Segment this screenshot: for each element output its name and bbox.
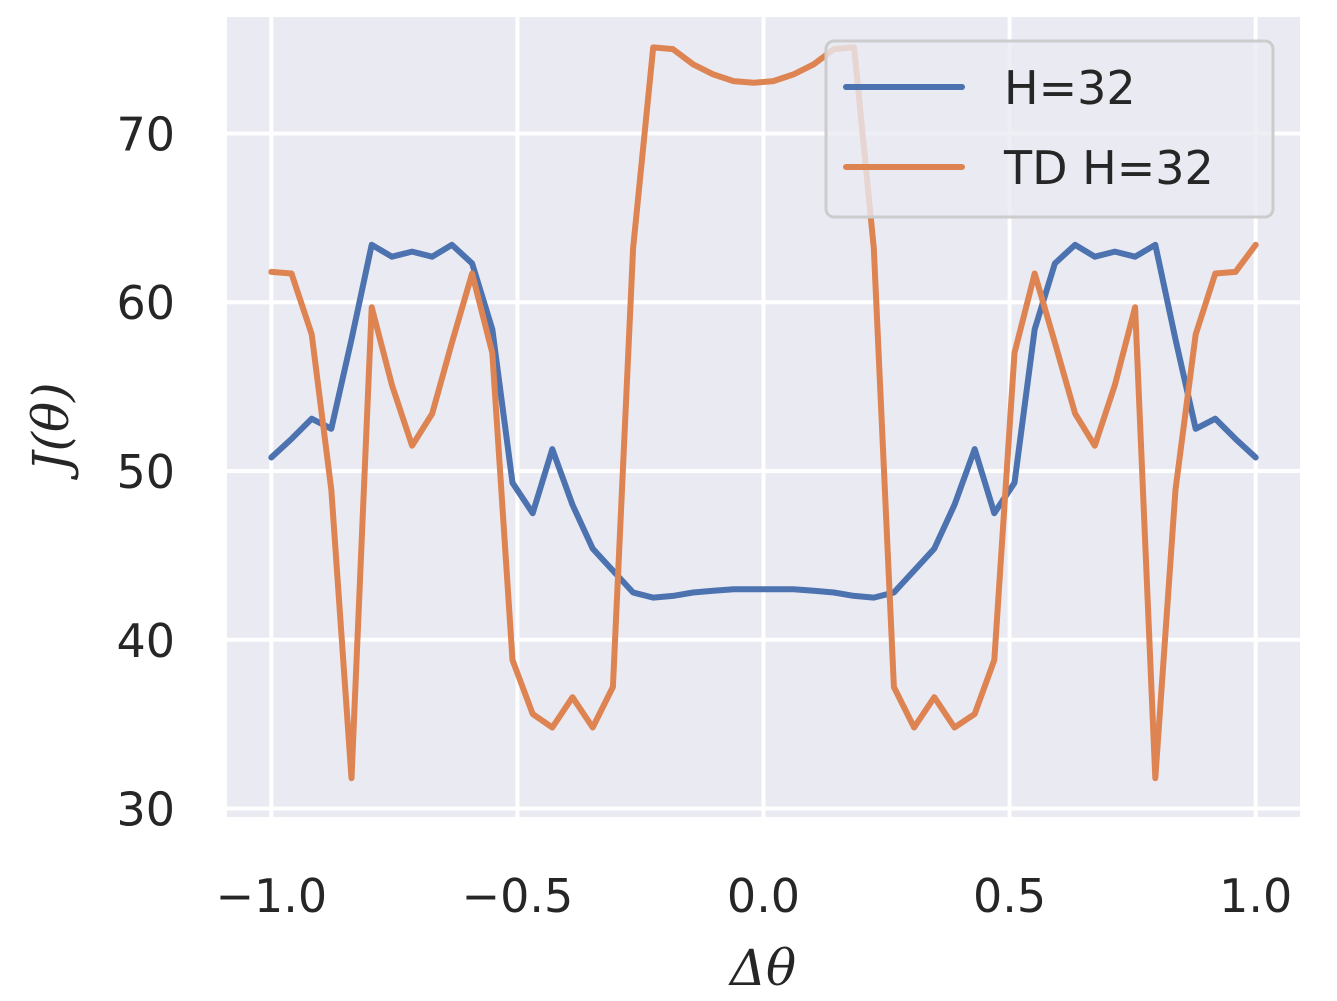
- y-tick-label: 30: [116, 783, 175, 837]
- series-line-h32: [268, 241, 1259, 601]
- y-tick-label: 40: [116, 614, 175, 668]
- x-tick-label: −1.0: [215, 869, 327, 923]
- x-axis-label: Δθ: [728, 939, 796, 997]
- x-tick-label: 0.5: [973, 869, 1046, 923]
- y-tick-label: 70: [116, 107, 175, 161]
- series-layer: [268, 44, 1259, 782]
- x-tick-label: 1.0: [1219, 869, 1292, 923]
- y-tick-label: 50: [116, 445, 175, 499]
- y-tick-label: 60: [116, 276, 175, 330]
- tick-labels: −1.0 −0.5 0.0 0.5 1.0 30 40 50 60 70: [116, 107, 1292, 923]
- x-tick-label: −0.5: [462, 869, 574, 923]
- legend-label-h32: H=32: [1004, 61, 1136, 115]
- legend-label-td-h32: TD H=32: [1003, 141, 1214, 195]
- series-line-td-h32: [268, 44, 1259, 782]
- y-axis-label: J(θ): [22, 382, 80, 480]
- x-tick-label: 0.0: [727, 869, 800, 923]
- legend: H=32 TD H=32: [824, 39, 1275, 219]
